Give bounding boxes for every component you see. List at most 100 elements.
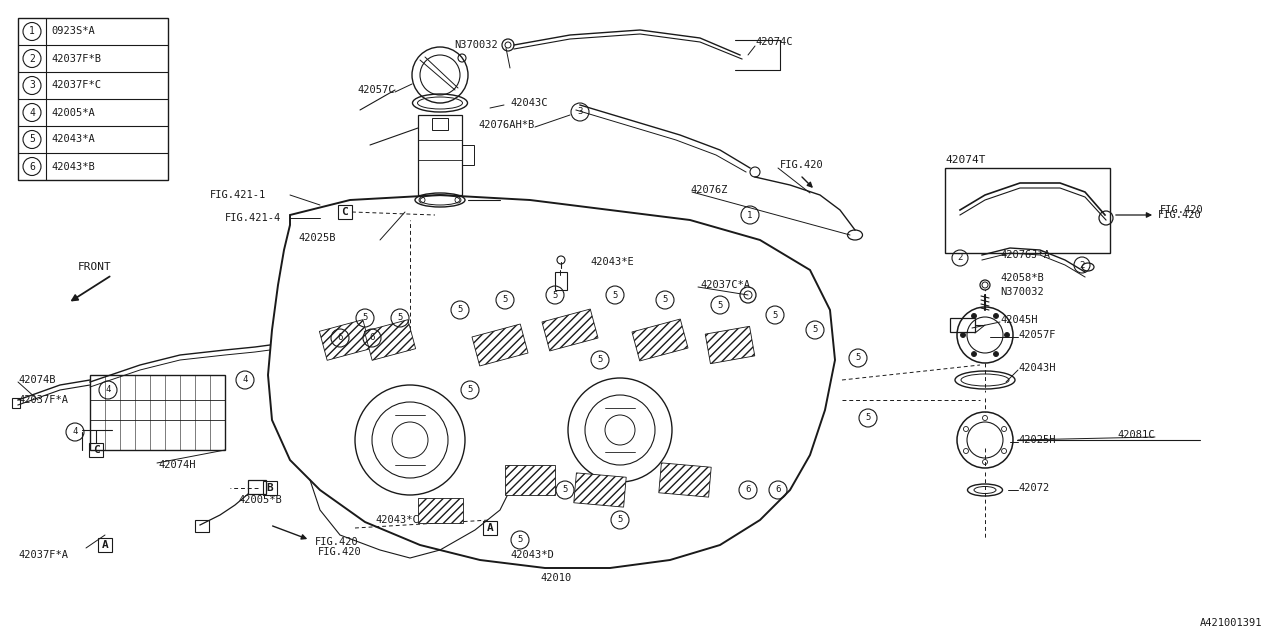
Text: 6: 6 [338, 333, 343, 342]
Bar [705, 326, 755, 364]
Text: FIG.420: FIG.420 [780, 160, 824, 170]
Text: 42043*A: 42043*A [51, 134, 95, 145]
Text: 5: 5 [467, 385, 472, 394]
Bar [262, 481, 276, 495]
Text: N370032: N370032 [1000, 287, 1043, 297]
Bar [433, 118, 448, 130]
Text: 1: 1 [29, 26, 35, 36]
Text: 6: 6 [745, 486, 750, 495]
Bar [556, 272, 567, 290]
Text: A: A [101, 540, 109, 550]
Text: 5: 5 [855, 353, 860, 362]
Bar [99, 538, 113, 552]
Text: 42037F*C: 42037F*C [51, 81, 101, 90]
Text: 42072: 42072 [1018, 483, 1050, 493]
Bar [541, 309, 598, 351]
Text: 1: 1 [748, 211, 753, 220]
Text: 42074H: 42074H [157, 460, 196, 470]
Text: 5: 5 [598, 355, 603, 365]
Text: 2: 2 [957, 253, 963, 262]
Text: C: C [342, 207, 348, 217]
Bar [659, 463, 712, 497]
Text: 42081C: 42081C [1117, 430, 1155, 440]
Bar [506, 465, 556, 495]
Text: 42037F*A: 42037F*A [18, 550, 68, 560]
Text: FIG.420: FIG.420 [317, 547, 362, 557]
Text: 42037F*A: 42037F*A [18, 395, 68, 405]
Text: 42076AH*B: 42076AH*B [479, 120, 535, 130]
Text: 42043H: 42043H [1018, 363, 1056, 373]
Text: 3: 3 [29, 81, 35, 90]
Text: 5: 5 [813, 326, 818, 335]
Text: 5: 5 [772, 310, 778, 319]
Text: 6: 6 [776, 486, 781, 495]
Circle shape [980, 280, 989, 290]
Text: N370032: N370032 [454, 40, 498, 50]
Text: 42045H: 42045H [1000, 315, 1038, 325]
Bar [365, 320, 416, 360]
Circle shape [960, 333, 965, 337]
Circle shape [972, 351, 977, 356]
Text: 5: 5 [552, 291, 558, 300]
Circle shape [1005, 333, 1010, 337]
Bar [573, 473, 626, 507]
Text: 3: 3 [577, 108, 582, 116]
Bar [417, 497, 462, 522]
Text: 42057C: 42057C [357, 85, 396, 95]
Text: 0923S*A: 0923S*A [51, 26, 95, 36]
Text: 5: 5 [362, 314, 367, 323]
Text: 5: 5 [717, 301, 723, 310]
Text: 42025H: 42025H [1018, 435, 1056, 445]
Text: 42074C: 42074C [755, 37, 792, 47]
Bar [90, 375, 225, 450]
Text: 6: 6 [29, 161, 35, 172]
Text: 42076Z: 42076Z [690, 185, 727, 195]
Bar [462, 145, 474, 165]
Bar [632, 319, 689, 361]
Text: 42043*C: 42043*C [375, 515, 419, 525]
Text: 5: 5 [662, 296, 668, 305]
Text: FRONT: FRONT [78, 262, 111, 272]
Text: 42010: 42010 [540, 573, 571, 583]
Text: 4: 4 [29, 108, 35, 118]
Text: 5: 5 [29, 134, 35, 145]
Text: 42057F: 42057F [1018, 330, 1056, 340]
Text: 42076J*A: 42076J*A [1000, 250, 1050, 260]
Text: 5: 5 [397, 314, 403, 323]
Text: 42005*A: 42005*A [51, 108, 95, 118]
Bar [419, 115, 462, 195]
Text: B: B [266, 483, 274, 493]
Text: 2: 2 [1079, 260, 1084, 269]
Text: 42037F*B: 42037F*B [51, 54, 101, 63]
Text: 42043*E: 42043*E [590, 257, 634, 267]
Text: 5: 5 [617, 515, 622, 525]
Text: 5: 5 [612, 291, 618, 300]
Bar [12, 398, 20, 408]
Bar [248, 480, 266, 494]
Text: 5: 5 [865, 413, 870, 422]
Text: 42074T: 42074T [945, 155, 986, 165]
Text: 42025B: 42025B [298, 233, 335, 243]
Text: 5: 5 [457, 305, 462, 314]
Bar [320, 320, 371, 360]
Text: FIG.421-4: FIG.421-4 [225, 213, 282, 223]
Text: 5: 5 [517, 536, 522, 545]
Text: A421001391: A421001391 [1199, 618, 1262, 628]
Bar [90, 443, 102, 457]
Bar [945, 168, 1110, 253]
Text: 42058*B: 42058*B [1000, 273, 1043, 283]
Text: 5: 5 [562, 486, 568, 495]
Bar [18, 18, 168, 180]
Bar [483, 521, 497, 535]
Bar [950, 318, 975, 332]
Text: 4: 4 [242, 376, 248, 385]
Text: 42074B: 42074B [18, 375, 55, 385]
Text: 42043*D: 42043*D [509, 550, 554, 560]
Text: 42043C: 42043C [509, 98, 548, 108]
Text: 5: 5 [502, 296, 508, 305]
Bar [195, 520, 209, 532]
Text: FIG.421-1: FIG.421-1 [210, 190, 266, 200]
Text: 42005*B: 42005*B [238, 495, 282, 505]
Circle shape [993, 314, 998, 319]
Circle shape [993, 351, 998, 356]
